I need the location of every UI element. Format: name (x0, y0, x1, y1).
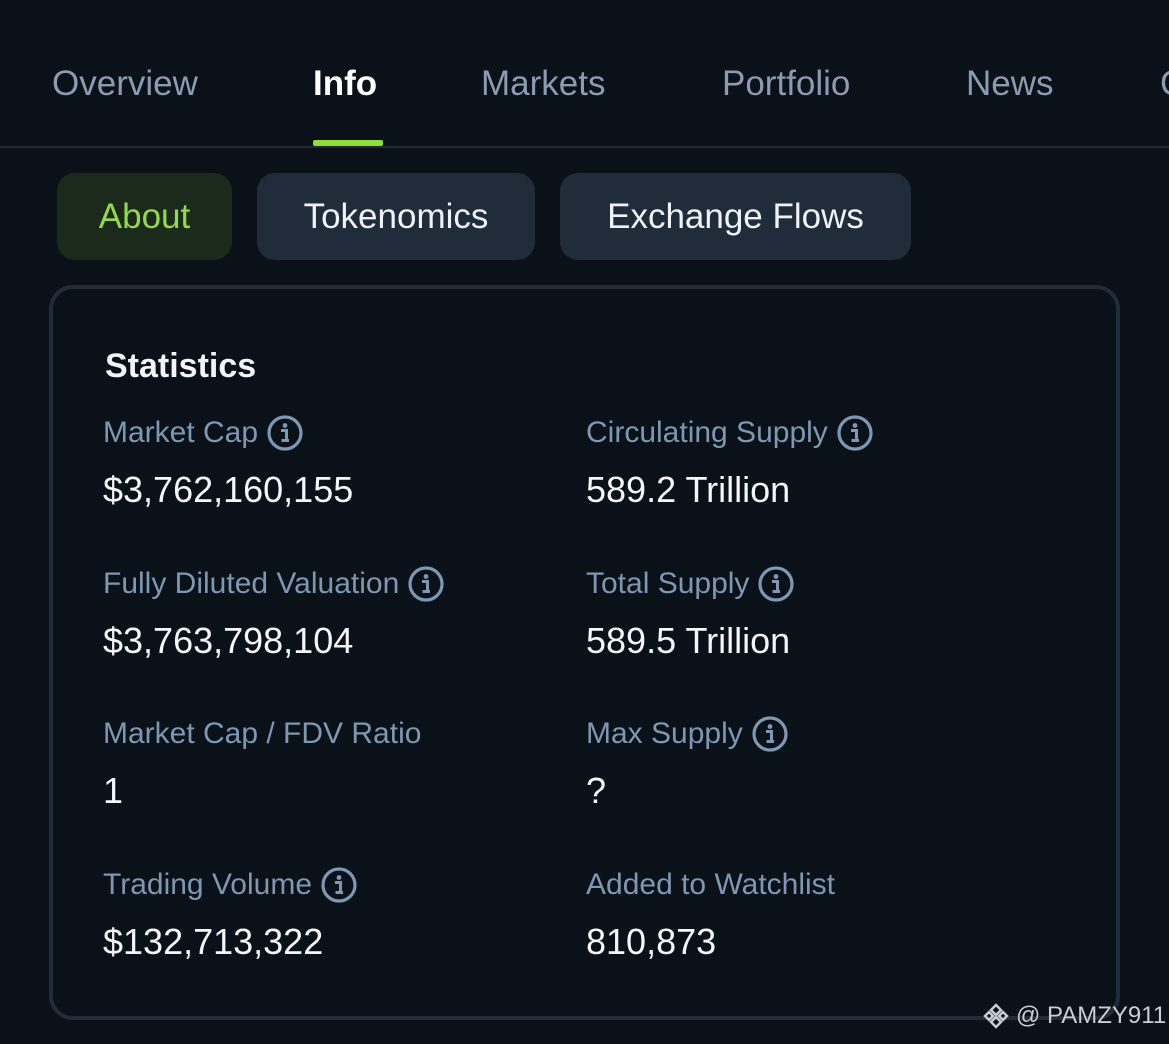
tab-overflow-partial[interactable]: C (1160, 64, 1169, 104)
tab-news[interactable]: News (966, 64, 1054, 103)
stat-value: ? (586, 770, 607, 811)
stat-market-cap: Market Cap $3,762,160,155 (103, 413, 563, 511)
info-icon[interactable] (320, 866, 358, 904)
stat-label: Circulating Supply (586, 416, 828, 449)
watermark-text: @ PAMZY911 (1016, 1002, 1167, 1029)
tab-markets[interactable]: Markets (481, 64, 606, 103)
tab-portfolio[interactable]: Portfolio (722, 64, 851, 103)
stat-value: $3,763,798,104 (103, 620, 354, 661)
subtab-tokenomics[interactable]: Tokenomics (257, 173, 535, 260)
subtab-exchange-flows[interactable]: Exchange Flows (560, 173, 911, 260)
stat-label: Total Supply (586, 567, 750, 600)
stat-added-to-watchlist: Added to Watchlist 810,873 (586, 865, 1046, 963)
top-tab-bar: Overview Info Markets Portfolio News C (0, 0, 1169, 148)
statistics-title: Statistics (105, 347, 257, 385)
stat-label: Fully Diluted Valuation (103, 567, 400, 600)
stat-label: Max Supply (586, 717, 743, 750)
stat-label: Market Cap / FDV Ratio (103, 717, 422, 750)
info-icon[interactable] (757, 565, 795, 603)
stat-value: $3,762,160,155 (103, 469, 354, 510)
stat-total-supply: Total Supply 589.5 Trillion (586, 564, 1046, 662)
stat-trading-volume: Trading Volume $132,713,322 (103, 865, 563, 963)
info-icon[interactable] (266, 414, 304, 452)
tab-info[interactable]: Info (313, 64, 378, 103)
watermark: @ PAMZY911 (982, 1002, 1166, 1030)
stat-max-supply: Max Supply ? (586, 714, 1046, 812)
stat-value: 810,873 (586, 921, 717, 962)
info-icon[interactable] (407, 565, 445, 603)
subtab-about[interactable]: About (57, 173, 232, 260)
stat-fully-diluted-valuation: Fully Diluted Valuation $3,763,798,104 (103, 564, 563, 662)
statistics-card: Statistics Market Cap $3,762,160,155 Cir… (49, 285, 1120, 1020)
stat-value: 589.2 Trillion (586, 469, 791, 510)
info-icon[interactable] (751, 715, 789, 753)
active-tab-indicator (313, 140, 383, 146)
stat-value: $132,713,322 (103, 921, 324, 962)
stat-circulating-supply: Circulating Supply 589.2 Trillion (586, 413, 1046, 511)
stat-label: Added to Watchlist (586, 868, 836, 901)
info-icon[interactable] (836, 414, 874, 452)
stat-mcap-fdv-ratio: Market Cap / FDV Ratio 1 (103, 714, 563, 812)
binance-logo-icon (983, 1003, 1009, 1029)
stat-value: 1 (103, 770, 124, 811)
stat-label: Market Cap (103, 416, 259, 449)
stat-value: 589.5 Trillion (586, 620, 791, 661)
tab-overview[interactable]: Overview (52, 64, 198, 103)
stat-label: Trading Volume (103, 868, 313, 901)
